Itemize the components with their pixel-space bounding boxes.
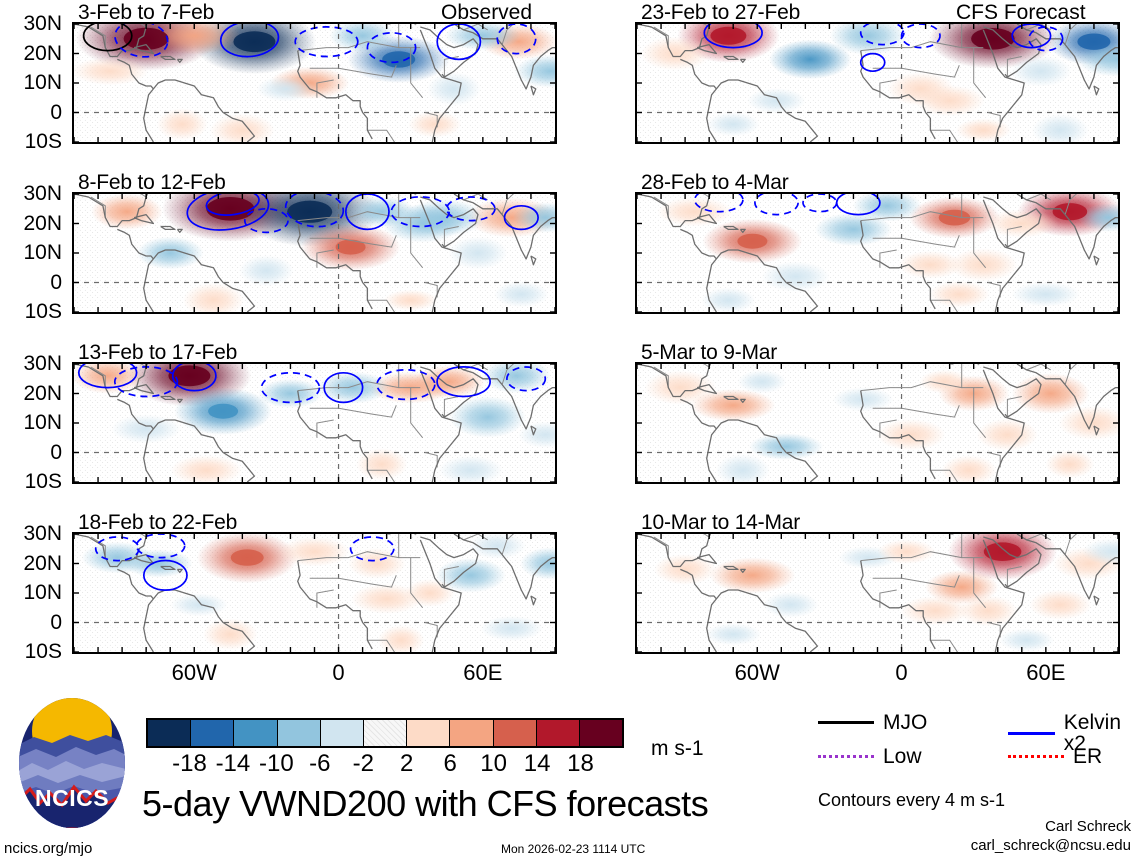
y-tick-label: 0 <box>50 440 62 464</box>
legend-label: Low <box>883 745 922 768</box>
figure-title: 5-day VWND200 with CFS forecasts <box>142 783 709 824</box>
author-email: carl_schreck@ncsu.edu <box>970 837 1131 854</box>
x-tick-label: 60E <box>1026 660 1066 685</box>
y-tick-label: 0 <box>50 270 62 294</box>
legend-label: Kelvin x2 <box>1063 711 1121 755</box>
colorbar-units: m s-1 <box>651 737 704 760</box>
y-tick-label: 10S <box>24 640 62 663</box>
legend-line-swatch <box>818 755 874 758</box>
x-tick-label: 60W <box>171 660 217 685</box>
contour-interval-note: Contours every 4 m s-1 <box>818 790 1006 810</box>
x-tick-label: 0 <box>895 660 908 685</box>
y-tick-label: 10N <box>23 411 62 434</box>
y-tick-label: 10S <box>24 300 62 323</box>
colorbar-segment <box>407 720 451 746</box>
ncics-logo: NCICS <box>18 697 126 829</box>
legend-line-swatch <box>1008 731 1055 735</box>
author-name: Carl Schreck <box>1045 818 1131 835</box>
y-tick-label: 30N <box>23 182 62 205</box>
y-tick-label: 20N <box>23 41 62 65</box>
map-panel <box>635 192 1120 314</box>
map-panel <box>72 22 557 144</box>
y-tick-label: 10N <box>23 241 62 264</box>
colorbar-segment <box>148 720 192 746</box>
colorbar-segment <box>579 720 623 746</box>
colorbar-segment <box>493 720 537 746</box>
x-tick-label: 60W <box>734 660 780 685</box>
legend-item: Kelvin x2 <box>1008 712 1135 754</box>
y-tick-label: 0 <box>50 610 62 634</box>
y-tick-label: 0 <box>50 100 62 124</box>
colorbar-tick: -2 <box>352 750 374 777</box>
panel-title: 28-Feb to 4-Mar <box>641 171 789 194</box>
map-panel <box>72 532 557 654</box>
colorbar-segment <box>191 720 235 746</box>
y-tick-label: 30N <box>23 12 62 35</box>
panel-title: 18-Feb to 22-Feb <box>78 511 238 534</box>
legend-label: MJO <box>883 711 928 734</box>
legend-item: ER <box>1008 746 1102 767</box>
panel-title: 8-Feb to 12-Feb <box>78 171 226 194</box>
panel-title: 3-Feb to 7-Feb <box>78 1 215 24</box>
colorbar-segment <box>363 720 408 746</box>
map-panel <box>72 362 557 484</box>
colorbar-segment <box>234 720 278 746</box>
logo-label: NCICS <box>34 785 110 811</box>
site-url[interactable]: ncics.org/mjo <box>4 840 93 857</box>
map-panel <box>635 532 1120 654</box>
y-tick-label: 20N <box>23 551 62 575</box>
y-tick-label: 10S <box>24 470 62 493</box>
colorbar-tick: 10 <box>480 750 507 777</box>
colorbar-segment <box>536 720 580 746</box>
colorbar-tick: 2 <box>400 750 414 777</box>
x-tick-label: 0 <box>332 660 345 685</box>
colorbar-segment <box>450 720 494 746</box>
panel-title: 23-Feb to 27-Feb <box>641 1 801 24</box>
legend-label: ER <box>1073 745 1103 768</box>
colorbar-tick: -14 <box>215 750 251 777</box>
colorbar-tick: -18 <box>172 750 207 777</box>
y-tick-label: 20N <box>23 211 62 235</box>
colorbar-segment <box>320 720 364 746</box>
y-tick-label: 10S <box>24 130 62 153</box>
colorbar <box>146 718 624 748</box>
legend-item: MJO <box>818 712 927 733</box>
y-tick-label: 30N <box>23 522 62 545</box>
panel-title: 5-Mar to 9-Mar <box>641 341 778 364</box>
colorbar-tick: 14 <box>523 750 551 777</box>
panel-title: 13-Feb to 17-Feb <box>78 341 238 364</box>
generated-timestamp: Mon 2026-02-23 1114 UTC <box>501 842 646 856</box>
colorbar-tick: 18 <box>567 750 594 777</box>
y-tick-label: 10N <box>23 581 62 604</box>
y-tick-label: 10N <box>23 71 62 94</box>
colorbar-tick: -6 <box>309 750 331 777</box>
column-label: CFS Forecast <box>956 1 1086 24</box>
y-tick-label: 30N <box>23 352 62 375</box>
y-tick-label: 20N <box>23 381 62 405</box>
author-credit: Carl Schreck carl_schreck@ncsu.edu <box>835 817 1131 855</box>
colorbar-tick: -10 <box>259 750 294 777</box>
colorbar-segment <box>277 720 321 746</box>
legend-line-swatch <box>818 721 874 724</box>
legend-item: Low <box>818 746 922 767</box>
map-panel <box>72 192 557 314</box>
x-tick-label: 60E <box>463 660 503 685</box>
legend-line-swatch <box>1008 755 1064 758</box>
panel-title: 10-Mar to 14-Mar <box>641 511 801 534</box>
map-panel <box>635 22 1120 144</box>
colorbar-tick: 6 <box>443 750 457 777</box>
column-label: Observed <box>441 1 533 24</box>
map-panel <box>635 362 1120 484</box>
